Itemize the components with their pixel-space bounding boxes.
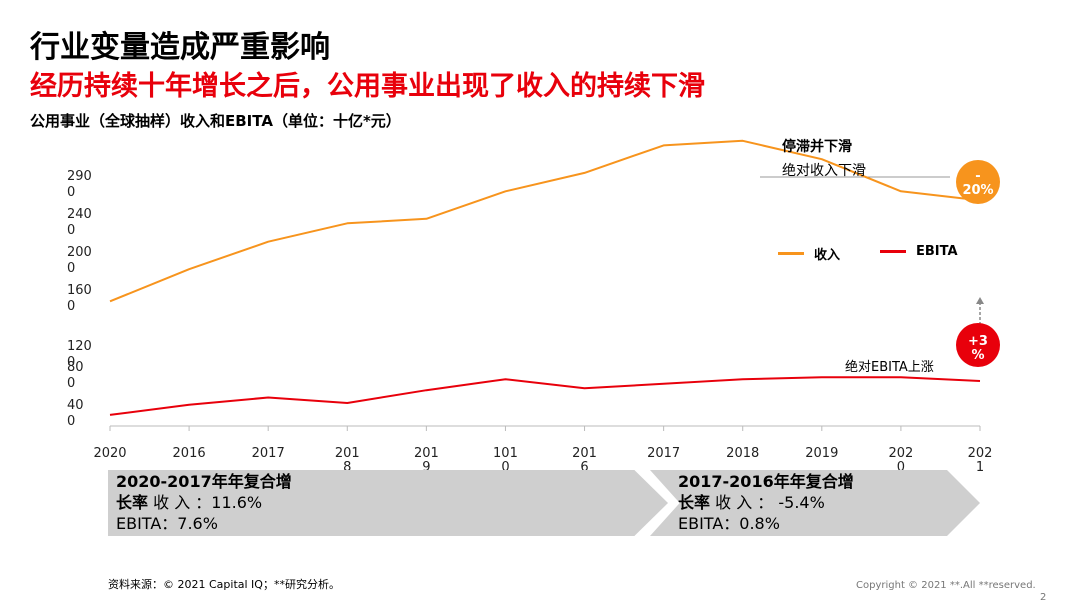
y-tick-label: 120 0 <box>67 339 92 370</box>
x-tick-label: 2017 <box>647 446 680 461</box>
ebita-change-badge: +3 % <box>956 323 1000 367</box>
cagr-rate-label: 长率 <box>116 493 149 512</box>
cagr-revenue-value: 收 入 ： -5.4% <box>710 493 825 512</box>
stagnation-annotation: 停滞并下滑 <box>782 139 852 155</box>
ebita-series-line <box>109 376 981 416</box>
y-tick-label: 290 0 <box>67 169 92 200</box>
y-tick-label: 240 0 <box>67 207 92 238</box>
chart-title: 公用事业（全球抽样）收入和EBITA（单位：十亿*元） <box>30 112 401 130</box>
x-axis: 2020 2016 2017 201 8 201 9 101 0 201 6 2017 2018 2019… <box>93 425 993 475</box>
legend-revenue: 收入 <box>778 244 840 263</box>
revenue-change-badge: - 20% <box>956 160 1000 204</box>
page-subtitle: 经历持续十年增长之后，公用事业出现了收入的持续下滑 <box>30 71 705 102</box>
cagr-revenue-value: 收 入 ：11.6% <box>148 493 263 512</box>
y-tick-label: 80 0 <box>67 360 84 391</box>
revenue-badge-sign: - <box>975 169 981 184</box>
annotation-arrow-head <box>976 297 984 304</box>
cagr-panel-title: 2020-2017年年复合增 <box>116 472 292 491</box>
x-tick-label: 2016 <box>173 446 206 461</box>
page-title: 行业变量造成严重影响 <box>30 30 330 65</box>
legend-ebita: EBITA <box>880 244 958 259</box>
y-axis: 290 0 240 0 200 0 160 0 120 080 0 40 0 <box>67 169 92 429</box>
legend-ebita-swatch <box>880 250 906 253</box>
x-tick-label: 2017 <box>252 446 285 461</box>
legend-revenue-swatch <box>778 252 804 255</box>
ebita-badge-unit: % <box>971 348 985 363</box>
cagr-rate-label: 长率 <box>678 493 711 512</box>
x-tick-label: 101 0 <box>493 446 518 475</box>
x-tick-label: 2019 <box>805 446 838 461</box>
y-tick-label: 160 0 <box>67 283 92 314</box>
ebita-badge-value: +3 <box>968 334 988 349</box>
copyright: Copyright © 2021 **.All **reserved. <box>856 580 1036 591</box>
cagr-panel-right: 2017-2016年年复合增 长率 收 入 ： -5.4% EBITA：0.8% <box>650 470 980 536</box>
cagr-ebita-line: EBITA：0.8% <box>678 514 780 533</box>
y-tick-label: 40 0 <box>67 398 84 429</box>
revenue-decline-annotation: 绝对收入下滑 <box>782 163 866 179</box>
ebita-rise-annotation: 绝对EBITA上涨 <box>845 360 934 375</box>
cagr-revenue-line: 长率 收 入 ： -5.4% <box>678 492 980 513</box>
legend-revenue-label: 收入 <box>814 248 841 263</box>
cagr-ebita-line: EBITA：7.6% <box>116 514 218 533</box>
legend-ebita-label: EBITA <box>916 244 958 259</box>
page-number: 2 <box>1040 592 1047 603</box>
cagr-panel-left: 2020-2017年年复合增 长率 收 入 ：11.6% EBITA：7.6% <box>108 470 668 536</box>
x-tick-label: 2018 <box>726 446 759 461</box>
cagr-panel-title: 2017-2016年年复合增 <box>678 472 854 491</box>
x-tick-label: 2020 <box>93 446 126 461</box>
source-note: 资料来源：© 2021 Capital IQ；**研究分析。 <box>108 578 340 591</box>
x-tick-label: 202 1 <box>968 446 993 475</box>
y-tick-label: 200 0 <box>67 245 92 276</box>
revenue-badge-value: 20% <box>962 183 994 198</box>
cagr-revenue-line: 长率 收 入 ：11.6% <box>116 492 668 513</box>
revenue-series-line <box>109 139 981 303</box>
